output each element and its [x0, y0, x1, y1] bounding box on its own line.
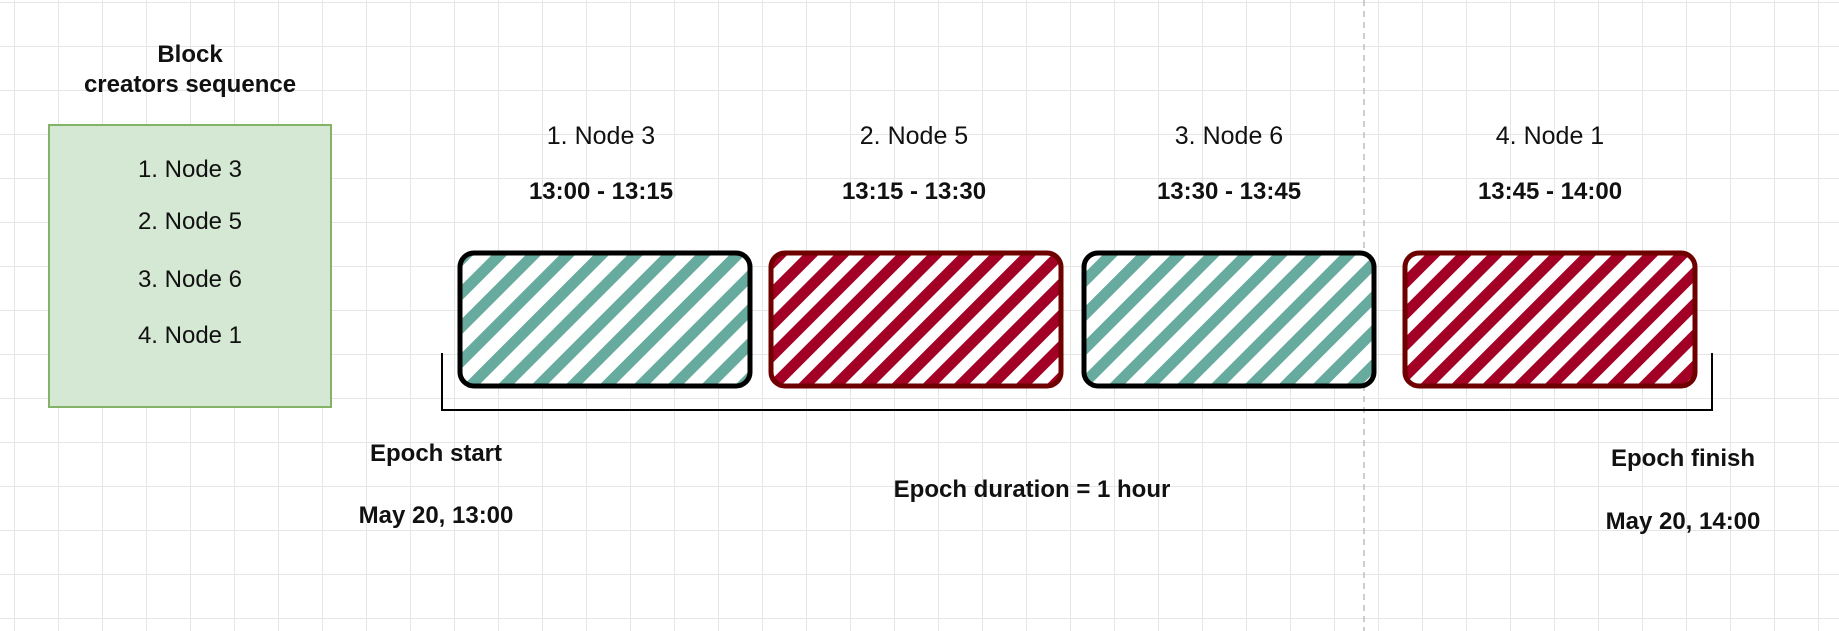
epoch-finish-label: Epoch finish — [1611, 445, 1755, 472]
sequence-item: 2. Node 5 — [137, 208, 243, 235]
sequence-item: 1. Node 3 — [137, 156, 243, 183]
slot-label: 2. Node 5 — [859, 122, 969, 150]
slot-label: 1. Node 3 — [546, 122, 656, 150]
slot-block-2 — [768, 250, 1064, 389]
sequence-title-line1: Block — [157, 41, 223, 68]
slot-label: 3. Node 6 — [1174, 122, 1284, 150]
epoch-start-date: May 20, 13:00 — [358, 502, 514, 529]
slot-time: 13:15 - 13:30 — [841, 178, 987, 205]
sequence-title-line2: creators sequence — [83, 71, 297, 98]
slot-block-3 — [1081, 250, 1377, 389]
slot-time: 13:45 - 14:00 — [1477, 178, 1623, 205]
epoch-start-label: Epoch start — [369, 440, 503, 467]
slot-label: 4. Node 1 — [1495, 122, 1605, 150]
epoch-finish-date: May 20, 14:00 — [1605, 508, 1761, 535]
slot-block-4 — [1402, 250, 1698, 389]
sequence-item: 4. Node 1 — [137, 322, 243, 349]
slot-block-1 — [457, 250, 753, 389]
sequence-title: Block creators sequence — [48, 40, 332, 100]
epoch-bracket — [441, 353, 1713, 411]
sequence-item: 3. Node 6 — [137, 266, 243, 293]
slot-time: 13:30 - 13:45 — [1156, 178, 1302, 205]
epoch-duration-label: Epoch duration = 1 hour — [893, 476, 1171, 503]
slot-time: 13:00 - 13:15 — [528, 178, 674, 205]
sequence-box — [48, 124, 332, 408]
